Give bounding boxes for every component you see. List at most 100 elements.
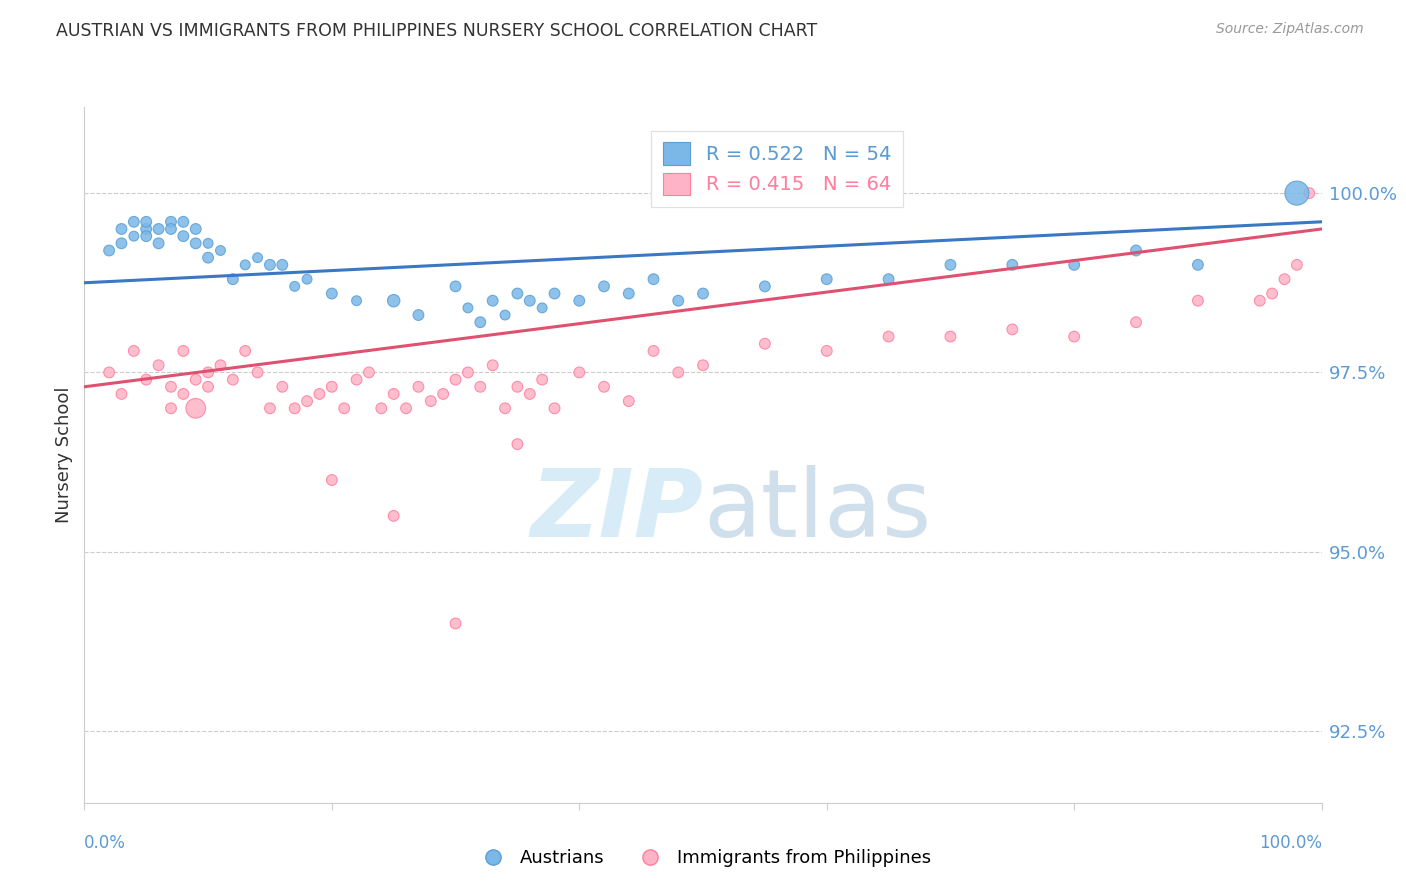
Point [877, 329, 900, 343]
Point [543, 286, 565, 301]
Point [197, 251, 219, 265]
Point [197, 366, 219, 380]
Point [122, 215, 145, 229]
Point [148, 358, 170, 372]
Legend: Austrians, Immigrants from Philippines: Austrians, Immigrants from Philippines [468, 842, 938, 874]
Y-axis label: Nursery School: Nursery School [55, 386, 73, 524]
Point [110, 236, 132, 251]
Point [271, 258, 294, 272]
Point [346, 373, 368, 387]
Point [754, 336, 776, 351]
Point [568, 366, 591, 380]
Point [160, 222, 183, 236]
Text: Source: ZipAtlas.com: Source: ZipAtlas.com [1216, 22, 1364, 37]
Point [815, 272, 838, 286]
Point [284, 279, 307, 293]
Point [222, 373, 245, 387]
Point [172, 229, 194, 244]
Point [259, 401, 281, 416]
Point [408, 380, 430, 394]
Point [519, 387, 541, 401]
Point [617, 394, 640, 409]
Point [643, 272, 665, 286]
Point [1187, 258, 1209, 272]
Point [506, 286, 529, 301]
Point [346, 293, 368, 308]
Point [754, 279, 776, 293]
Point [1125, 315, 1147, 329]
Point [481, 358, 503, 372]
Point [148, 222, 170, 236]
Point [408, 308, 430, 322]
Point [939, 258, 962, 272]
Point [444, 279, 467, 293]
Point [1187, 293, 1209, 308]
Text: 100.0%: 100.0% [1258, 834, 1322, 852]
Point [419, 394, 441, 409]
Point [172, 343, 194, 358]
Point [382, 293, 405, 308]
Point [357, 366, 380, 380]
Point [271, 380, 294, 394]
Point [197, 236, 219, 251]
Point [395, 401, 418, 416]
Text: AUSTRIAN VS IMMIGRANTS FROM PHILIPPINES NURSERY SCHOOL CORRELATION CHART: AUSTRIAN VS IMMIGRANTS FROM PHILIPPINES … [56, 22, 817, 40]
Point [457, 366, 479, 380]
Point [531, 301, 554, 315]
Point [1261, 286, 1284, 301]
Point [184, 373, 207, 387]
Point [321, 473, 343, 487]
Point [470, 315, 492, 329]
Point [506, 437, 529, 451]
Point [135, 222, 157, 236]
Point [184, 236, 207, 251]
Point [1274, 272, 1296, 286]
Point [321, 286, 343, 301]
Point [1063, 329, 1085, 343]
Point [568, 293, 591, 308]
Point [122, 229, 145, 244]
Point [877, 272, 900, 286]
Point [135, 373, 157, 387]
Point [98, 244, 121, 258]
Point [519, 293, 541, 308]
Point [233, 343, 256, 358]
Point [172, 215, 194, 229]
Point [184, 222, 207, 236]
Text: atlas: atlas [703, 465, 931, 557]
Point [1125, 244, 1147, 258]
Point [122, 343, 145, 358]
Point [284, 401, 307, 416]
Point [643, 343, 665, 358]
Point [1285, 186, 1308, 200]
Point [259, 258, 281, 272]
Point [295, 394, 318, 409]
Point [1298, 186, 1320, 200]
Point [308, 387, 330, 401]
Point [666, 366, 689, 380]
Point [444, 616, 467, 631]
Point [457, 301, 479, 315]
Point [481, 293, 503, 308]
Point [432, 387, 454, 401]
Point [1001, 322, 1024, 336]
Point [815, 343, 838, 358]
Point [135, 215, 157, 229]
Point [494, 308, 516, 322]
Point [1285, 258, 1308, 272]
Point [321, 380, 343, 394]
Point [333, 401, 356, 416]
Point [617, 286, 640, 301]
Point [246, 366, 269, 380]
Point [1001, 258, 1024, 272]
Point [184, 401, 207, 416]
Point [593, 279, 616, 293]
Text: ZIP: ZIP [530, 465, 703, 557]
Point [506, 380, 529, 394]
Point [98, 366, 121, 380]
Point [233, 258, 256, 272]
Legend: R = 0.522   N = 54, R = 0.415   N = 64: R = 0.522 N = 54, R = 0.415 N = 64 [651, 130, 903, 207]
Point [531, 373, 554, 387]
Point [666, 293, 689, 308]
Point [1249, 293, 1271, 308]
